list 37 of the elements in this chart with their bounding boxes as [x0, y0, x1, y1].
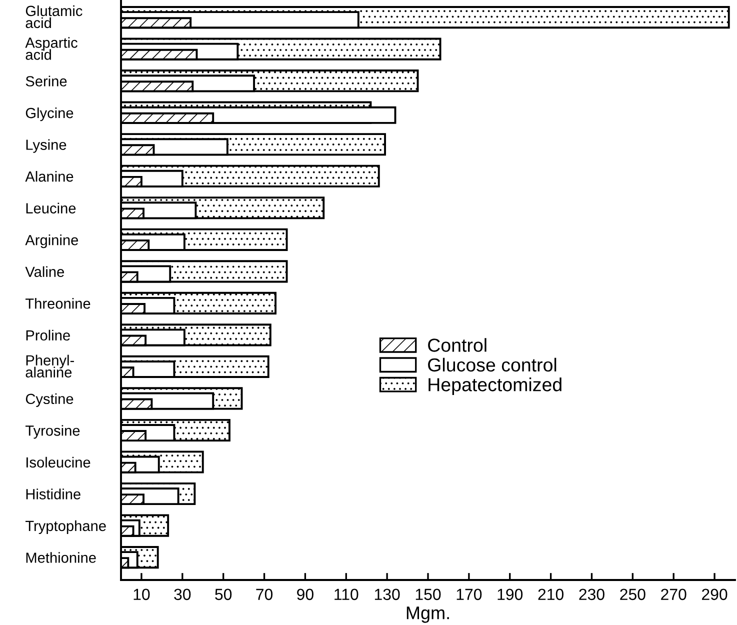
x-tick-label: 250 [620, 588, 646, 600]
x-tick-label: 110 [334, 588, 358, 600]
y-tick-label: Tyrosine [25, 425, 80, 439]
legend-label: Glucose control [428, 358, 556, 372]
legend-label: Control [428, 338, 486, 352]
y-tick-label: Histidine [26, 488, 80, 500]
y-tick-label: Valine [25, 266, 64, 278]
y-tick-label: Alanine [25, 171, 74, 182]
x-tick-label: 170 [456, 588, 482, 600]
x-tick-label: 130 [374, 588, 400, 600]
y-tick-label: Glutamic acid [26, 5, 82, 28]
y-tick-label: Tryptophane [25, 520, 106, 534]
y-tick-label: Threonine [25, 298, 90, 309]
x-tick-label: 70 [256, 588, 273, 600]
y-tick-label: Glycine [26, 107, 74, 122]
x-tick-label: 10 [134, 588, 150, 600]
y-tick-label: Methionine [26, 552, 96, 563]
x-tick-label: 190 [498, 588, 523, 600]
y-tick-label: Isoleucine [26, 456, 90, 468]
x-tick-label: 270 [661, 588, 686, 600]
x-tick-label: 230 [579, 588, 604, 600]
y-tick-label: Leucine [26, 202, 76, 214]
y-tick-label: Proline [26, 330, 70, 341]
x-tick-label: 90 [297, 588, 314, 600]
y-tick-label: Lysine [26, 139, 66, 153]
x-tick-label: 210 [538, 588, 564, 600]
y-tick-label: Arginine [25, 234, 78, 248]
x-tick-label: 290 [702, 588, 728, 600]
x-tick-label: 150 [416, 588, 441, 600]
y-tick-label: Serine [26, 76, 67, 86]
y-tick-label: Aspartic acid [25, 37, 78, 60]
x-axis-title: Mgm. [406, 606, 449, 623]
x-tick-label: 30 [174, 588, 191, 600]
x-tick-label: 50 [215, 588, 232, 600]
y-tick-label: Cystine [26, 393, 74, 407]
legend-label: Hepatectomized [428, 378, 562, 396]
y-tick-label: Phenyl- alanine [26, 354, 74, 378]
